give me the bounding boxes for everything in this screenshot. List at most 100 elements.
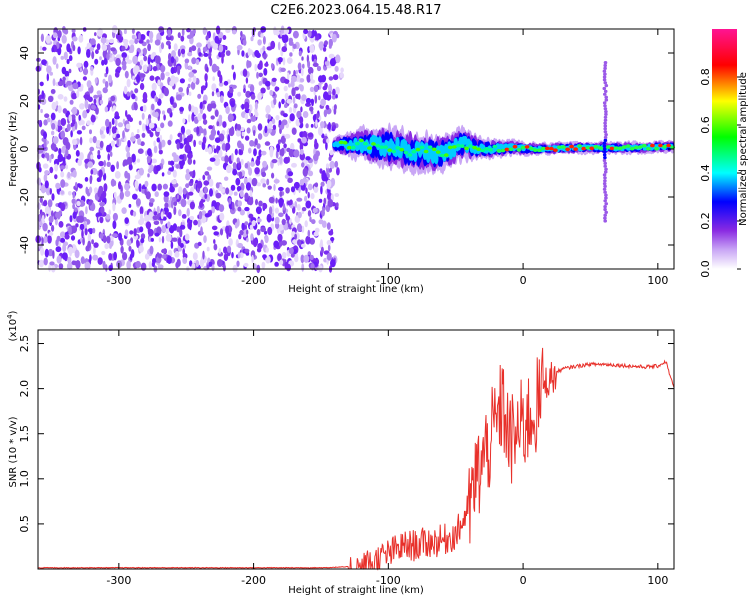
noise-speckle [103, 58, 108, 65]
noise-speckle [61, 66, 67, 75]
noise-speckle [204, 147, 209, 152]
noise-speckle [215, 25, 221, 35]
x-tick-label: 0 [520, 574, 527, 587]
noise-speckle [124, 70, 129, 79]
noise-speckle [124, 182, 130, 191]
noise-speckle [167, 212, 172, 220]
noise-speckle [244, 113, 249, 120]
noise-speckle [211, 225, 218, 231]
noise-speckle [316, 65, 322, 72]
noise-speckle [202, 136, 207, 145]
noise-speckle [320, 181, 325, 187]
noise-speckle [334, 193, 340, 197]
noise-speckle [314, 30, 317, 37]
noise-speckle [202, 113, 207, 120]
noise-speckle [318, 95, 321, 101]
noise-speckle [121, 52, 127, 59]
vertical-streak-mark [602, 173, 607, 177]
noise-speckle [248, 147, 252, 154]
noise-speckle [178, 87, 184, 93]
noise-speckle [178, 186, 183, 196]
noise-speckle [273, 240, 280, 248]
x-tick-label: -300 [106, 274, 131, 287]
noise-speckle [72, 82, 79, 90]
noise-speckle [231, 64, 235, 70]
noise-speckle [271, 172, 275, 179]
noise-speckle [86, 48, 91, 58]
noise-speckle [197, 241, 202, 247]
noise-speckle [87, 233, 92, 243]
noise-speckle [307, 229, 311, 238]
noise-speckle [112, 132, 116, 139]
noise-speckle [50, 112, 56, 121]
noise-speckle [142, 123, 146, 132]
noise-speckle [58, 148, 62, 156]
signal-hotspot [637, 145, 643, 149]
noise-speckle [203, 180, 210, 186]
noise-speckle [170, 241, 174, 249]
signal-hotspot [532, 148, 538, 152]
noise-speckle [72, 203, 76, 210]
signal-hotspot [371, 142, 376, 146]
noise-speckle [148, 212, 153, 218]
noise-speckle [321, 220, 327, 228]
signal-hotspot [621, 145, 627, 149]
noise-speckle [176, 94, 182, 101]
signal-hotspot [375, 143, 380, 148]
noise-speckle [328, 76, 334, 81]
noise-speckle [219, 212, 225, 221]
signal-hotspot [350, 145, 356, 150]
noise-speckle [122, 252, 128, 261]
noise-speckle [180, 164, 184, 170]
noise-speckle [138, 167, 144, 176]
noise-speckle [284, 78, 290, 84]
noise-speckle [81, 229, 84, 239]
noise-speckle [230, 184, 236, 191]
noise-speckle [262, 160, 268, 168]
noise-speckle [198, 210, 203, 220]
noise-speckle [68, 55, 73, 62]
signal-hotspot [415, 147, 421, 152]
noise-speckle [108, 38, 115, 44]
noise-speckle [323, 197, 327, 205]
noise-speckle [87, 161, 94, 168]
signal-hotspot [557, 145, 562, 149]
noise-speckle [105, 66, 109, 75]
noise-speckle [107, 153, 110, 161]
noise-speckle [322, 138, 326, 144]
noise-speckle [256, 71, 259, 79]
noise-speckle [216, 91, 221, 98]
noise-speckle [195, 59, 200, 65]
noise-speckle [88, 201, 92, 206]
noise-speckle [70, 130, 73, 138]
noise-speckle [67, 256, 72, 264]
noise-speckle [233, 162, 237, 169]
noise-speckle [296, 223, 302, 233]
noise-speckle [47, 235, 52, 244]
vertical-streak-mark [604, 95, 608, 99]
noise-speckle [102, 260, 106, 269]
signal-hotspot [460, 144, 465, 148]
noise-speckle [140, 262, 147, 271]
noise-speckle [144, 253, 150, 260]
noise-speckle [196, 42, 202, 48]
noise-speckle [138, 183, 142, 193]
noise-speckle [256, 182, 261, 187]
noise-speckle [291, 87, 296, 97]
noise-speckle [197, 113, 203, 122]
noise-speckle [298, 50, 302, 57]
noise-speckle [320, 121, 325, 129]
noise-speckle [138, 120, 142, 126]
noise-speckle [310, 123, 314, 128]
noise-speckle [242, 39, 247, 46]
noise-speckle [326, 222, 331, 230]
noise-speckle [201, 215, 207, 224]
noise-speckle [213, 148, 217, 154]
noise-speckle [51, 130, 55, 136]
noise-speckle [40, 108, 43, 114]
noise-speckle [297, 239, 302, 247]
noise-speckle [51, 101, 57, 111]
noise-speckle [170, 66, 175, 75]
noise-speckle [273, 97, 277, 106]
noise-speckle [39, 197, 43, 203]
